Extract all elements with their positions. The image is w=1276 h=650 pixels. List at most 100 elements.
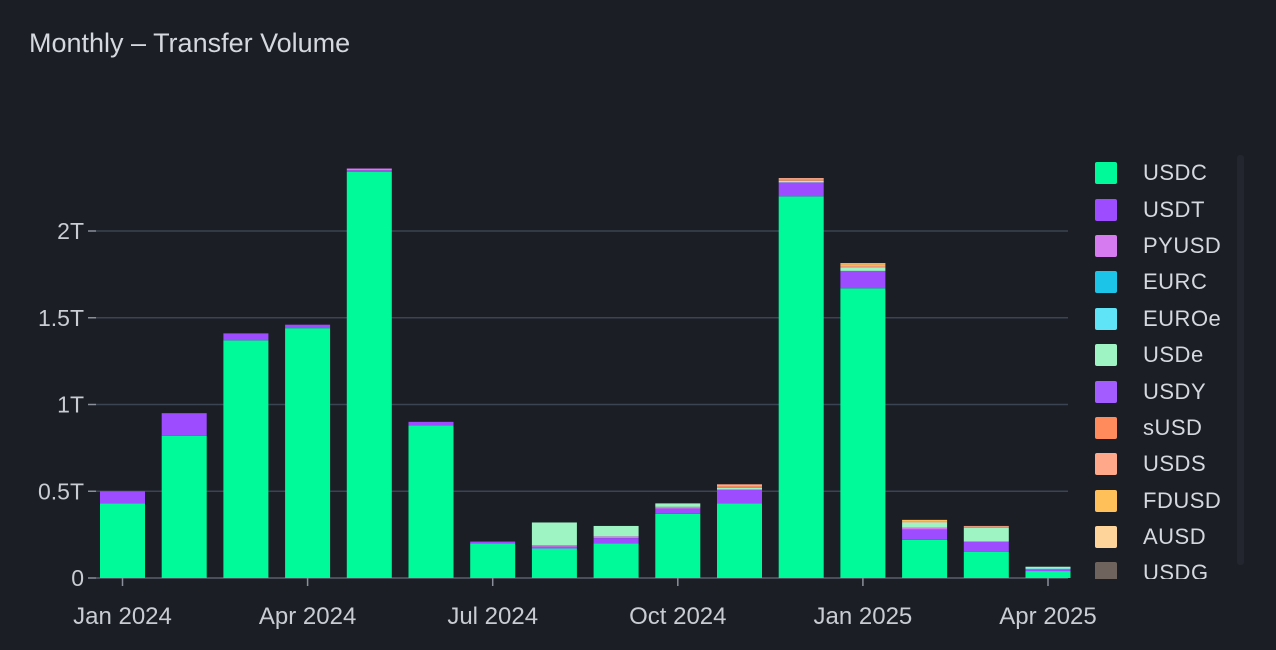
- legend-item-usdc[interactable]: USDC: [1086, 155, 1238, 191]
- bar-segment-usds[interactable]: [963, 525, 1009, 527]
- legend-swatch: [1095, 234, 1117, 257]
- bar-segment-usdt[interactable]: [778, 182, 824, 197]
- bar-segment-usdt[interactable]: [655, 508, 701, 514]
- bar-stack-2024-05[interactable]: [346, 168, 392, 578]
- y-tick-label: 0: [71, 565, 84, 591]
- legend-item-pyusd[interactable]: PYUSD: [1086, 228, 1238, 264]
- bar-segment-usdc[interactable]: [778, 196, 824, 579]
- bar-segment-pyusd[interactable]: [902, 527, 948, 530]
- legend-item-fdusd[interactable]: FDUSD: [1086, 483, 1238, 519]
- bar-stack-2024-11[interactable]: [717, 484, 762, 578]
- bar-segment-usdt[interactable]: [593, 538, 639, 544]
- bars[interactable]: [100, 168, 1071, 579]
- bar-segment-fdusd[interactable]: [902, 519, 948, 522]
- bar-stack-2024-07[interactable]: [470, 541, 516, 578]
- bar-segment-usde[interactable]: [902, 522, 948, 528]
- bar-segment-usdt[interactable]: [408, 421, 454, 426]
- bar-segment-usdt[interactable]: [902, 529, 948, 540]
- bar-segment-susd[interactable]: [778, 179, 824, 181]
- bar-segment-usdc[interactable]: [717, 503, 762, 578]
- legend-item-euroe[interactable]: EUROe: [1086, 301, 1238, 337]
- legend-item-susd[interactable]: sUSD: [1086, 410, 1238, 446]
- bar-segment-usde[interactable]: [778, 180, 824, 183]
- bar-stack-2024-04[interactable]: [285, 324, 331, 578]
- bar-segment-usdc[interactable]: [1025, 571, 1071, 578]
- legend-swatch: [1095, 344, 1117, 367]
- legend-swatch: [1095, 380, 1117, 403]
- bar-segment-susd[interactable]: [840, 266, 886, 268]
- bar-stack-2024-02[interactable]: [161, 413, 207, 578]
- bar-segment-usdc[interactable]: [593, 543, 639, 578]
- bar-segment-usds[interactable]: [902, 521, 948, 523]
- bar-segment-susd[interactable]: [963, 526, 1009, 528]
- bar-segment-usde[interactable]: [1025, 566, 1071, 569]
- bar-stack-2024-10[interactable]: [655, 503, 701, 578]
- bar-segment-usdc[interactable]: [470, 543, 516, 578]
- y-tick-label: 0.5T: [38, 478, 84, 504]
- bar-stack-2025-02[interactable]: [902, 519, 948, 578]
- bar-stack-2024-03[interactable]: [223, 333, 269, 578]
- bar-segment-usdc[interactable]: [223, 340, 269, 578]
- bar-segment-usdc[interactable]: [963, 551, 1009, 578]
- legend-item-usds[interactable]: USDS: [1086, 446, 1238, 482]
- bar-segment-usdt[interactable]: [470, 541, 516, 544]
- bar-segment-euroe[interactable]: [1025, 568, 1071, 570]
- y-tick-label: 1.5T: [38, 305, 84, 331]
- legend-item-ausd[interactable]: AUSD: [1086, 519, 1238, 555]
- bar-segment-fdusd[interactable]: [840, 263, 886, 265]
- bar-segment-usdc[interactable]: [531, 548, 577, 578]
- bar-segment-usdt[interactable]: [161, 413, 207, 436]
- bar-stack-2025-04[interactable]: [1025, 566, 1071, 578]
- bar-segment-usds[interactable]: [778, 178, 824, 180]
- bar-segment-usdc[interactable]: [346, 172, 392, 578]
- bar-segment-usde[interactable]: [840, 267, 886, 271]
- legend-item-usdt[interactable]: USDT: [1086, 191, 1238, 227]
- bar-segment-usdc[interactable]: [408, 425, 454, 578]
- bar-segment-usdt[interactable]: [963, 541, 1009, 552]
- legend-item-usdy[interactable]: USDY: [1086, 373, 1238, 409]
- bar-segment-usds[interactable]: [840, 264, 886, 267]
- bar-stack-2024-01[interactable]: [100, 491, 145, 578]
- bar-segment-usdc[interactable]: [161, 435, 207, 578]
- bar-segment-usdc[interactable]: [285, 328, 331, 578]
- bar-segment-usdc[interactable]: [840, 288, 886, 578]
- bar-segment-usdt[interactable]: [840, 270, 886, 289]
- bar-segment-susd[interactable]: [717, 486, 762, 488]
- legend-swatch: [1095, 416, 1117, 439]
- bar-stack-2025-03[interactable]: [963, 525, 1009, 578]
- bar-segment-usdt[interactable]: [285, 324, 331, 329]
- bar-segment-pyusd[interactable]: [655, 506, 701, 509]
- y-tick-label: 2T: [57, 218, 84, 244]
- bar-segment-usde[interactable]: [963, 527, 1009, 542]
- bar-segment-usdc[interactable]: [100, 503, 145, 578]
- bar-stack-2025-01[interactable]: [840, 263, 886, 578]
- legend-scrollbar[interactable]: [1237, 155, 1244, 565]
- x-tick-label: Apr 2025: [999, 603, 1096, 630]
- bar-segment-usdt[interactable]: [223, 333, 269, 341]
- legend-item-eurc[interactable]: EURC: [1086, 264, 1238, 300]
- bar-segment-pyusd[interactable]: [531, 545, 577, 547]
- bar-segment-usdt[interactable]: [717, 489, 762, 504]
- bar-segment-usdt[interactable]: [531, 546, 577, 549]
- bar-segment-usdt[interactable]: [1025, 569, 1071, 572]
- legend-item-usde[interactable]: USDe: [1086, 337, 1238, 373]
- bar-segment-pyusd[interactable]: [593, 536, 639, 539]
- bar-stack-2024-06[interactable]: [408, 421, 454, 578]
- bar-segment-usdc[interactable]: [655, 513, 701, 578]
- bar-stack-2024-12[interactable]: [778, 178, 824, 579]
- bar-segment-usde[interactable]: [531, 522, 577, 546]
- legend: USDC USDT PYUSD EURC EUROe USDe USDY sUSD USDS FD…: [1086, 155, 1238, 579]
- bar-segment-usde[interactable]: [593, 525, 639, 537]
- bar-segment-usdc[interactable]: [902, 539, 948, 578]
- bar-segment-usdt[interactable]: [100, 491, 145, 504]
- bar-stack-2024-08[interactable]: [531, 522, 577, 578]
- legend-item-usdg[interactable]: USDG: [1086, 555, 1238, 579]
- bar-stack-2024-09[interactable]: [593, 525, 639, 578]
- legend-swatch: [1095, 562, 1117, 579]
- bar-segment-pyusd[interactable]: [346, 168, 392, 171]
- bar-segment-usde[interactable]: [717, 487, 762, 490]
- bar-segment-usdt[interactable]: [346, 170, 392, 173]
- bar-segment-usds[interactable]: [717, 484, 762, 487]
- x-axis-ticks: Jan 2024 Apr 2024 Jul 2024 Oct 2024 Jan 2025…: [73, 578, 1097, 630]
- bar-segment-usde[interactable]: [655, 503, 701, 507]
